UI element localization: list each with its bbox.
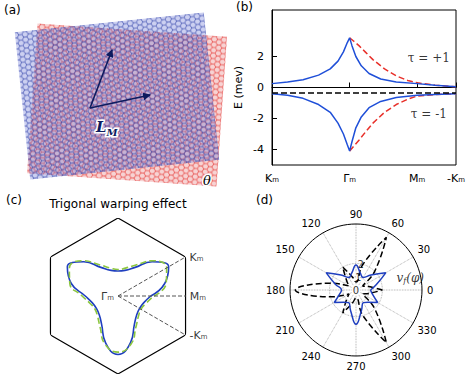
svg-text:-Kₘ: -Kₘ [190, 329, 208, 342]
svg-text:Γₘ: Γₘ [343, 172, 356, 185]
svg-text:(b): (b) [236, 0, 253, 14]
svg-text:(φ): (φ) [406, 271, 424, 285]
svg-text:-2: -2 [253, 112, 264, 125]
svg-text:(a): (a) [4, 3, 21, 17]
svg-text:180: 180 [266, 285, 285, 296]
svg-text:Mₘ: Mₘ [190, 290, 206, 303]
svg-text:1: 1 [355, 271, 362, 283]
svg-text:Mₘ: Mₘ [409, 172, 425, 185]
svg-text:2: 2 [257, 50, 264, 63]
svg-text:210: 210 [275, 325, 294, 336]
svg-text:-4: -4 [253, 143, 264, 156]
svg-text:90: 90 [350, 209, 363, 220]
svg-text:Γₘ: Γₘ [101, 290, 114, 303]
svg-text:E (mev): E (mev) [232, 66, 245, 109]
svg-text:0: 0 [427, 285, 433, 296]
svg-text:τ = +1: τ = +1 [408, 51, 450, 65]
svg-text:(d): (d) [256, 193, 273, 207]
svg-text:300: 300 [392, 351, 411, 362]
svg-text:60: 60 [392, 218, 405, 229]
svg-text:270: 270 [346, 361, 365, 372]
svg-text:30: 30 [417, 244, 430, 255]
svg-text:0: 0 [257, 81, 264, 94]
html-text:vf: vf [396, 271, 407, 286]
svg-text:LM: LM [95, 118, 119, 138]
svg-text:330: 330 [417, 325, 436, 336]
svg-text:0: 0 [353, 285, 359, 296]
svg-text:150: 150 [275, 244, 294, 255]
svg-text:Trigonal warping effect: Trigonal warping effect [48, 197, 187, 211]
svg-text:τ = -1: τ = -1 [411, 107, 447, 121]
svg-text:Kₘ: Kₘ [190, 251, 204, 264]
svg-text:Kₘ: Kₘ [265, 172, 279, 185]
svg-text:120: 120 [301, 218, 320, 229]
svg-text:θ: θ [203, 173, 211, 188]
svg-text:(c): (c) [6, 193, 22, 207]
svg-text:-Kₘ: -Kₘ [447, 172, 465, 185]
svg-text:240: 240 [301, 351, 320, 362]
